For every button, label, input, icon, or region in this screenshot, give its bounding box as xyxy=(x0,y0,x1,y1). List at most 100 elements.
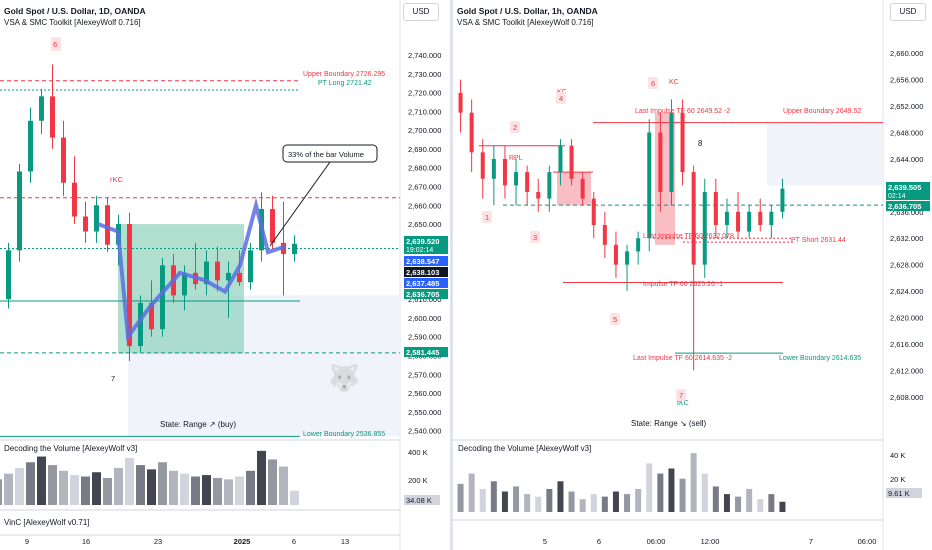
volume-bar xyxy=(601,496,608,512)
candle-body xyxy=(83,216,88,232)
volume-bar xyxy=(490,481,497,512)
candle-body xyxy=(736,211,741,232)
volume-bar xyxy=(657,473,664,512)
volume-bar xyxy=(59,470,68,505)
time-tick-label: 6 xyxy=(292,537,296,546)
volume-bar xyxy=(701,473,708,512)
price-tick-label: 2,720.000 xyxy=(408,89,441,98)
price-tick-label: 2,656.000 xyxy=(890,76,923,85)
left-chart-svg[interactable]: 2,740.000 2,730.000 2,720.000 2,710.000 2,70… xyxy=(0,0,450,550)
last-impulse-mid-label: Last Impulse TF 60 2632.078 xyxy=(643,233,734,240)
candle-body xyxy=(602,225,607,245)
state-label: State: Range ↗ (buy) xyxy=(160,420,236,429)
candle-body xyxy=(702,191,707,265)
price-tick-label: 2,660.000 xyxy=(408,201,441,210)
volume-bar xyxy=(468,473,475,512)
volume-bar xyxy=(524,494,531,512)
volume-bar xyxy=(457,483,464,512)
time-tick-label: 6 xyxy=(597,537,601,546)
candle-body xyxy=(758,211,763,225)
volume-badge xyxy=(404,495,440,505)
volume-bar xyxy=(224,479,233,505)
candle-body xyxy=(536,191,541,199)
price-badge-label: 2,637.485 xyxy=(406,279,439,288)
price-badge xyxy=(404,278,448,288)
price-tick-label: 2,632.000 xyxy=(890,234,923,243)
upper-boundary-label: Upper Boundary 2726.295 xyxy=(303,71,385,78)
price-tick-label: 2,660.000 xyxy=(890,49,923,58)
time-tick-label: 06:00 xyxy=(858,537,877,546)
price-tick-label: 2,624.000 xyxy=(890,287,923,296)
trend-polyline xyxy=(97,197,286,343)
panel-divider[interactable] xyxy=(450,0,453,550)
right-chart-svg[interactable]: 2,660.000 2,656.000 2,652.000 2,648.000 2,64… xyxy=(453,0,932,550)
upper-boundary-label: Upper Boundary 2649.52 xyxy=(783,108,861,115)
price-badge-countdown: 02:14 xyxy=(888,193,906,200)
volume-bar xyxy=(746,488,753,512)
wave-label: 5 xyxy=(613,315,617,324)
price-tick-label: 2,610.000 xyxy=(408,295,441,304)
price-tick-label: 2,648.000 xyxy=(890,129,923,138)
volume-bar xyxy=(568,491,575,512)
candle-body xyxy=(691,172,696,265)
volume-bar xyxy=(557,481,564,512)
candle-body xyxy=(769,211,774,225)
price-tick-label: 2,680.000 xyxy=(408,164,441,173)
time-tick-label: 2025 xyxy=(234,537,251,546)
price-badge-label: 2,581.445 xyxy=(406,348,439,357)
volume-tick-label: 200 K xyxy=(408,476,428,485)
price-badge xyxy=(404,236,448,254)
volume-badge-label: 9.61 K xyxy=(888,489,910,498)
candle-body xyxy=(780,188,785,212)
left-indicator-title: VSA & SMC Toolkit [AlexeyWolf 0.716] xyxy=(4,18,141,27)
price-tick-label: 2,616.000 xyxy=(890,340,923,349)
volume-bar xyxy=(290,490,299,505)
time-tick-label: 7 xyxy=(809,537,813,546)
wave-label-bg xyxy=(556,92,566,104)
wave-label: 4 xyxy=(559,94,563,103)
candle-body xyxy=(94,205,99,232)
price-tick-label: 2,652.000 xyxy=(890,102,923,111)
price-badge xyxy=(404,256,448,266)
candle-body xyxy=(270,209,275,243)
candle-body xyxy=(248,250,253,283)
candle-body xyxy=(658,132,663,192)
price-tick-label: 2,540.000 xyxy=(408,427,441,436)
wave-label-bg xyxy=(648,77,658,89)
wave-label-bg xyxy=(51,37,61,51)
candle-body xyxy=(182,272,187,296)
time-tick-label: 5 xyxy=(543,537,547,546)
volume-bar xyxy=(501,491,508,512)
right-chart-panel[interactable]: 2,660.000 2,656.000 2,652.000 2,648.000 2,64… xyxy=(453,0,932,550)
candle-body xyxy=(127,224,132,347)
volume-tick-label: 20 K xyxy=(890,475,905,484)
price-badge-label: 2,639.520 xyxy=(406,237,439,246)
price-badge xyxy=(404,347,448,357)
candle-body xyxy=(558,145,563,173)
pt-short-label: PT Short 2631.44 xyxy=(791,237,846,244)
price-tick-label: 2,636.000 xyxy=(890,208,923,217)
volume-bar xyxy=(646,463,653,512)
candle-body xyxy=(747,211,752,232)
volume-bar xyxy=(125,457,134,505)
candle-body xyxy=(458,92,463,113)
candle-body xyxy=(514,172,519,186)
volume-tick-label: 400 K xyxy=(408,448,428,457)
volume-bar xyxy=(235,476,244,505)
left-currency-button[interactable]: USD xyxy=(403,3,439,21)
watermark-wolf-icon: 🐺 xyxy=(328,363,360,393)
right-volume-pane-title: Decoding the Volume [AlexeyWolf v3] xyxy=(458,444,592,453)
left-chart-panel[interactable]: 2,740.000 2,730.000 2,720.000 2,710.000 2,70… xyxy=(0,0,450,550)
candle-body xyxy=(226,272,231,281)
price-tick-label: 2,740.000 xyxy=(408,51,441,60)
price-badge xyxy=(886,182,930,200)
tkc-label: tKC xyxy=(677,400,689,407)
volume-bar xyxy=(735,496,742,512)
candle-body xyxy=(547,172,552,199)
candle-body xyxy=(72,182,77,217)
right-currency-button[interactable]: USD xyxy=(890,3,926,21)
last-impulse-top-label: Last Impulse TF 60 2649.52 -2 xyxy=(635,108,730,115)
impulse-label: Impulse TF 60 2625.26 -1 xyxy=(643,281,723,288)
candle-body xyxy=(17,171,22,251)
volume-bar xyxy=(169,470,178,505)
